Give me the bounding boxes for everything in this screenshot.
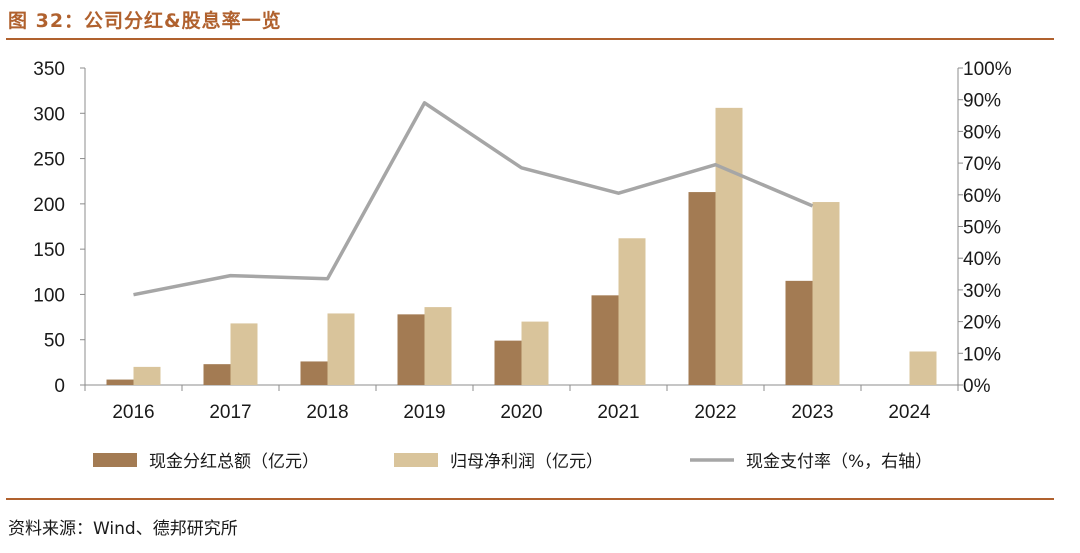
top-rule: [6, 38, 1054, 40]
x-tick-label: 2019: [403, 402, 445, 423]
bar-net-profit: [909, 351, 937, 385]
right-tick-label: 90%: [963, 91, 1001, 112]
bar-net-profit: [715, 107, 743, 385]
x-tick-label: 2020: [500, 402, 542, 423]
bottom-rule: [6, 498, 1054, 500]
right-tick-label: 20%: [963, 313, 1001, 334]
bar-dividend: [591, 295, 619, 385]
right-tick-label: 70%: [963, 154, 1001, 175]
legend-dividend-swatch: [93, 453, 137, 467]
legend-net-profit-swatch: [394, 453, 438, 467]
bars: [106, 107, 937, 385]
bar-net-profit: [133, 366, 161, 385]
bar-dividend: [300, 361, 328, 385]
left-tick-label: 300: [33, 104, 65, 125]
bar-dividend: [688, 192, 716, 385]
left-tick-label: 0: [54, 376, 65, 397]
left-tick-label: 350: [33, 59, 65, 80]
x-tick-label: 2022: [694, 402, 736, 423]
bar-net-profit: [424, 307, 452, 385]
payout-line: [133, 101, 814, 297]
bar-net-profit: [618, 238, 646, 385]
legend-net-profit-label: 归母净利润（亿元）: [450, 452, 603, 472]
bar-dividend: [106, 379, 134, 385]
x-tick-label: 2016: [112, 402, 154, 423]
x-tick-label: 2021: [597, 402, 639, 423]
legend-payout-label: 现金支付率（%，右轴）: [746, 452, 932, 472]
left-tick-label: 100: [33, 285, 65, 306]
bar-net-profit: [230, 323, 258, 385]
right-tick-label: 10%: [963, 344, 1001, 365]
bar-net-profit: [521, 321, 549, 385]
bar-dividend: [203, 364, 231, 385]
right-tick-label: 0%: [963, 376, 991, 397]
left-tick-label: 200: [33, 195, 65, 216]
right-tick-label: 60%: [963, 186, 1001, 207]
legend-dividend-label: 现金分红总额（亿元）: [149, 452, 319, 472]
ticks: 0 50 100 150 200 250 300 350 0% 10% 20% 30% 40% 50% 60…: [33, 59, 1011, 423]
bar-net-profit: [327, 313, 355, 385]
x-tick-label: 2023: [791, 402, 833, 423]
left-tick-label: 150: [33, 240, 65, 261]
payout-series-line: [133, 101, 814, 297]
x-tick-label: 2024: [888, 402, 931, 423]
bar-dividend: [397, 314, 425, 385]
x-tick-label: 2018: [306, 402, 348, 423]
source-note: 资料来源：Wind、德邦研究所: [8, 519, 238, 539]
bar-dividend: [785, 280, 813, 385]
left-tick-label: 50: [44, 331, 65, 352]
chart: 0 50 100 150 200 250 300 350 0% 10% 20% 30% 40% 50% 60…: [33, 59, 1011, 472]
bar-net-profit: [812, 202, 840, 385]
legend: 现金分红总额（亿元） 归母净利润（亿元） 现金支付率（%，右轴）: [93, 452, 932, 472]
left-tick-label: 250: [33, 150, 65, 171]
right-tick-label: 100%: [963, 59, 1012, 80]
right-tick-label: 40%: [963, 249, 1001, 270]
bar-dividend: [494, 340, 522, 385]
right-tick-label: 80%: [963, 122, 1001, 143]
right-tick-label: 50%: [963, 218, 1001, 239]
x-tick-label: 2017: [209, 402, 251, 423]
figure-title: 图 32：公司分红&股息率一览: [8, 10, 282, 32]
right-tick-label: 30%: [963, 281, 1001, 302]
